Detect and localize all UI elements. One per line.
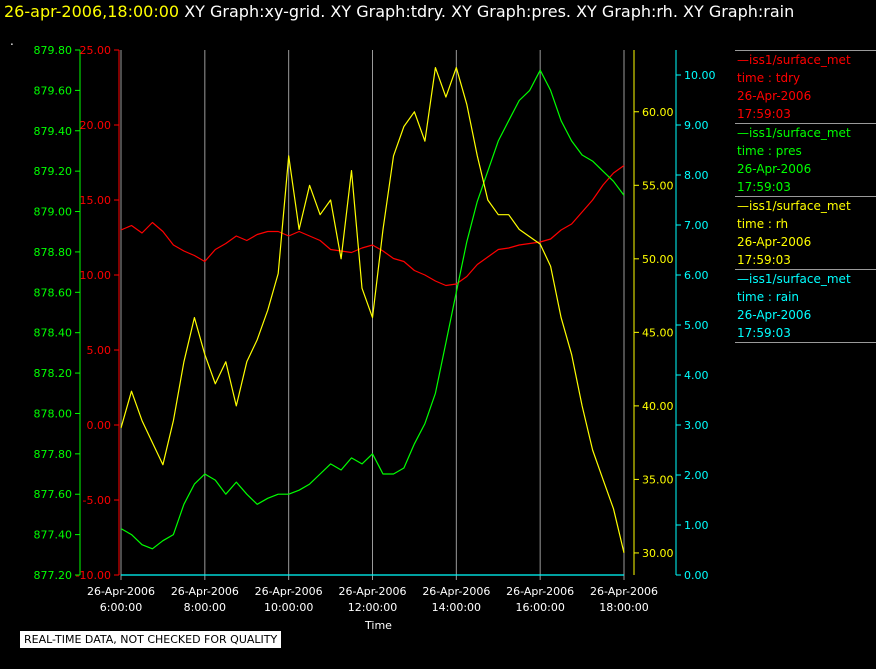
- chart-header: 26-apr-2006,18:00:00 XY Graph:xy-grid. X…: [4, 2, 794, 21]
- header-time: 26-apr-2006,18:00:00: [4, 2, 180, 21]
- y-tick-label-tdry: -10.00: [76, 569, 111, 582]
- legend-series-var: time : rain: [737, 290, 800, 304]
- series-line-rh: [120, 66, 625, 554]
- x-tick-time: 16:00:00: [515, 601, 564, 614]
- y-tick-label-rain: 7.00: [684, 219, 709, 232]
- y-tick-label-rain: 8.00: [684, 169, 709, 182]
- legend-series-name: —iss1/surface_met: [737, 272, 851, 286]
- y-tick-label-pres: 878.20: [34, 367, 73, 380]
- legend-series-time: 17:59:03: [737, 107, 791, 121]
- legend-series-time: 17:59:03: [737, 253, 791, 267]
- x-axis-label: Time: [364, 619, 392, 632]
- header-graph-list: XY Graph:xy-grid. XY Graph:tdry. XY Grap…: [184, 2, 795, 21]
- legend-series-time: 17:59:03: [737, 180, 791, 194]
- y-tick-label-rh: 30.00: [642, 547, 674, 560]
- y-tick-label-rain: 5.00: [684, 319, 709, 332]
- y-tick-label-rain: 3.00: [684, 419, 709, 432]
- x-tick-date: 26-Apr-2006: [87, 585, 155, 598]
- y-tick-label-pres: 877.60: [34, 488, 73, 501]
- y-tick-label-pres: 877.40: [34, 529, 73, 542]
- series-line-tdry: [120, 165, 625, 287]
- y-tick-label-rh: 35.00: [642, 473, 674, 486]
- y-tick-label-rain: 9.00: [684, 119, 709, 132]
- x-tick-time: 12:00:00: [348, 601, 397, 614]
- legend-entry-tdry: —iss1/surface_met time : tdry 26-Apr-200…: [735, 50, 876, 123]
- y-tick-label-pres: 879.40: [34, 125, 73, 138]
- legend-series-name: —iss1/surface_met: [737, 126, 851, 140]
- legend-series-var: time : rh: [737, 217, 789, 231]
- y-tick-label-rh: 60.00: [642, 106, 674, 119]
- y-tick-label-tdry: 20.00: [80, 119, 112, 132]
- quality-notice: REAL-TIME DATA, NOT CHECKED FOR QUALITY: [20, 631, 282, 648]
- legend-entry-pres: —iss1/surface_met time : pres 26-Apr-200…: [735, 123, 876, 196]
- legend-series-date: 26-Apr-2006: [737, 89, 812, 103]
- header-dot: .: [10, 34, 14, 48]
- y-tick-label-rh: 45.00: [642, 326, 674, 339]
- y-tick-label-pres: 878.80: [34, 246, 73, 259]
- legend-series-date: 26-Apr-2006: [737, 162, 812, 176]
- y-tick-label-pres: 878.00: [34, 407, 73, 420]
- y-tick-label-rain: 2.00: [684, 469, 709, 482]
- legend-series-date: 26-Apr-2006: [737, 308, 812, 322]
- y-tick-label-pres: 879.20: [34, 165, 73, 178]
- x-tick-time: 10:00:00: [264, 601, 313, 614]
- legend-series-name: —iss1/surface_met: [737, 53, 851, 67]
- y-tick-label-pres: 877.80: [34, 448, 73, 461]
- x-tick-date: 26-Apr-2006: [171, 585, 239, 598]
- y-tick-label-pres: 879.80: [34, 44, 73, 57]
- y-tick-label-tdry: 10.00: [80, 269, 112, 282]
- y-tick-label-pres: 878.60: [34, 286, 73, 299]
- y-tick-label-rh: 40.00: [642, 400, 674, 413]
- legend-series-var: time : tdry: [737, 71, 801, 85]
- y-tick-label-tdry: 15.00: [80, 194, 112, 207]
- x-tick-date: 26-Apr-2006: [422, 585, 490, 598]
- legend-series-time: 17:59:03: [737, 326, 791, 340]
- x-tick-date: 26-Apr-2006: [590, 585, 658, 598]
- y-tick-label-rain: 4.00: [684, 369, 709, 382]
- y-tick-label-tdry: -5.00: [83, 494, 111, 507]
- y-tick-label-tdry: 25.00: [80, 44, 112, 57]
- y-tick-label-rain: 1.00: [684, 519, 709, 532]
- x-tick-date: 26-Apr-2006: [255, 585, 323, 598]
- y-tick-label-rain: 0.00: [684, 569, 709, 582]
- legend-entry-rain: —iss1/surface_met time : rain 26-Apr-200…: [735, 269, 876, 343]
- x-tick-time: 8:00:00: [184, 601, 226, 614]
- x-tick-time: 18:00:00: [599, 601, 648, 614]
- y-tick-label-rh: 55.00: [642, 179, 674, 192]
- legend-entry-rh: —iss1/surface_met time : rh 26-Apr-2006 …: [735, 196, 876, 269]
- y-tick-label-rain: 10.00: [684, 69, 716, 82]
- y-tick-label-tdry: 5.00: [87, 344, 112, 357]
- x-tick-time: 14:00:00: [432, 601, 481, 614]
- y-tick-label-tdry: 0.00: [87, 419, 112, 432]
- y-tick-label-rain: 6.00: [684, 269, 709, 282]
- y-tick-label-pres: 879.60: [34, 84, 73, 97]
- legend-series-date: 26-Apr-2006: [737, 235, 812, 249]
- x-tick-time: 6:00:00: [100, 601, 142, 614]
- y-tick-label-pres: 878.40: [34, 327, 73, 340]
- x-tick-date: 26-Apr-2006: [338, 585, 406, 598]
- x-tick-date: 26-Apr-2006: [506, 585, 574, 598]
- y-tick-label-rh: 50.00: [642, 253, 674, 266]
- y-tick-label-pres: 877.20: [34, 569, 73, 582]
- series-line-pres: [120, 69, 625, 550]
- legend-series-var: time : pres: [737, 144, 802, 158]
- y-tick-label-pres: 879.00: [34, 206, 73, 219]
- legend-series-name: —iss1/surface_met: [737, 199, 851, 213]
- legend: —iss1/surface_met time : tdry 26-Apr-200…: [735, 50, 876, 343]
